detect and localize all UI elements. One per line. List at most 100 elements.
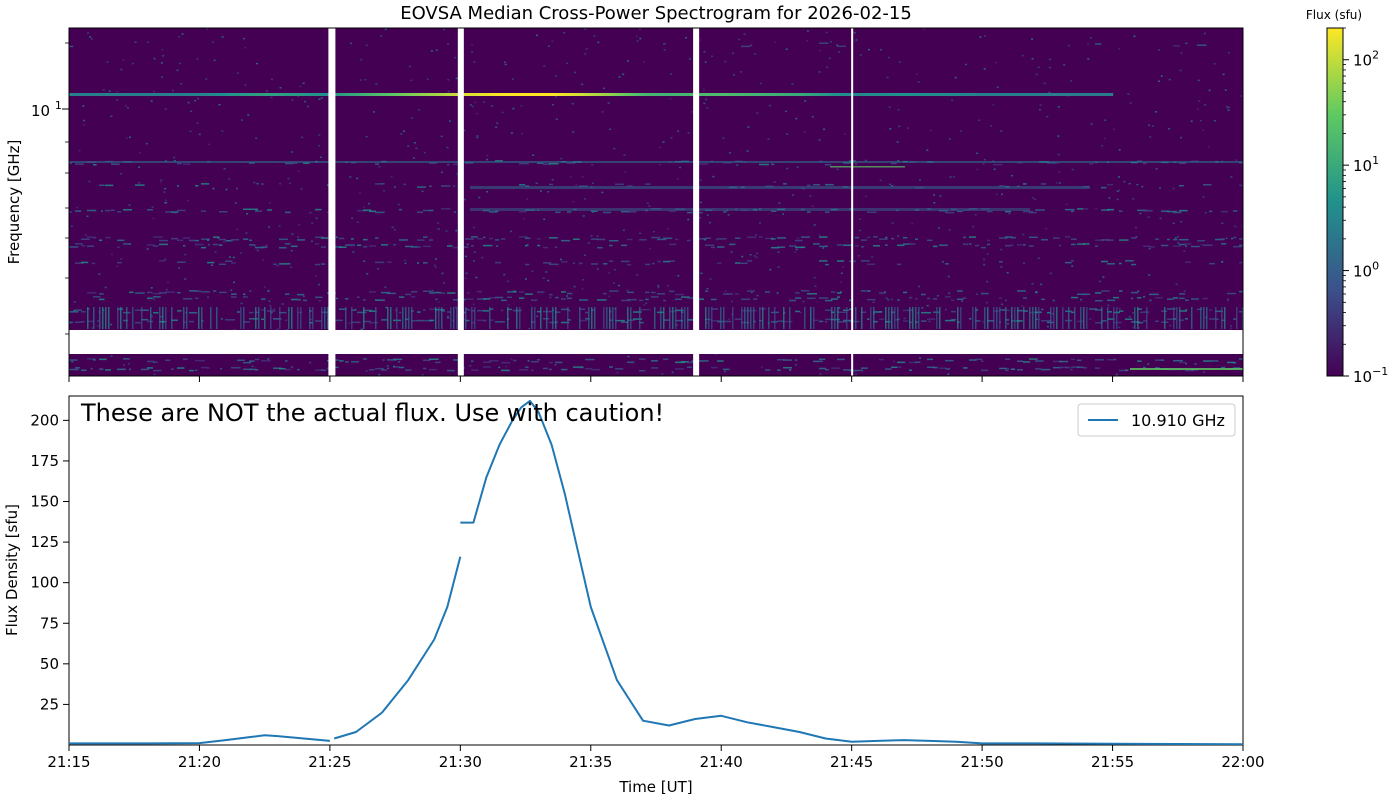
- spectrogram-pixel: [609, 290, 619, 292]
- spectrogram-pixel: [365, 44, 368, 47]
- spectrogram-pixel: [886, 76, 889, 79]
- spectrogram-pixel: [171, 89, 174, 92]
- spectrogram-pixel: [659, 164, 662, 166]
- spectrogram-pixel: [219, 238, 226, 241]
- spectrogram-pixel: [855, 245, 860, 247]
- spectrogram-pixel: [1185, 318, 1189, 320]
- spectrogram-pixel: [819, 373, 822, 375]
- spectrogram-pixel: [888, 307, 890, 329]
- spectrogram-pixel: [99, 307, 101, 329]
- spectrogram-pixel: [759, 163, 769, 166]
- spectrogram-pixel: [1191, 307, 1193, 329]
- spectrogram-pixel: [706, 214, 709, 216]
- x-tick-label: 21:20: [178, 753, 221, 771]
- spectrogram-pixel: [279, 238, 288, 241]
- spectrogram-pixel: [122, 364, 125, 366]
- emission-line-pixel: [1031, 93, 1034, 96]
- spectrogram-pixel: [986, 280, 989, 283]
- spectrogram-pixel: [983, 158, 986, 161]
- spectrogram-pixel: [777, 358, 785, 361]
- spectrogram-pixel: [1101, 144, 1104, 147]
- spectrogram-pixel: [393, 366, 400, 368]
- spectrogram-pixel: [993, 307, 995, 329]
- spectrogram-pixel: [735, 237, 741, 239]
- spectrogram-pixel: [160, 315, 163, 318]
- spectrogram-pixel: [699, 217, 702, 219]
- emission-line-pixel: [611, 93, 614, 96]
- spectrogram-pixel: [1161, 244, 1169, 247]
- emission-line-pixel: [1035, 93, 1038, 96]
- spectrogram-pixel: [585, 318, 590, 320]
- spectrogram-pixel: [1123, 180, 1126, 183]
- spectrogram-pixel: [1113, 296, 1119, 299]
- emission-line-pixel: [633, 93, 636, 96]
- spectrogram-pixel: [1107, 304, 1110, 307]
- emission-line-pixel: [73, 93, 76, 96]
- spectrogram-pixel: [993, 310, 999, 312]
- spectrogram-pixel: [465, 319, 470, 322]
- spectrogram-pixel: [473, 61, 476, 63]
- spectrogram-pixel: [685, 37, 688, 39]
- emission-line-pixel: [303, 93, 306, 96]
- spectrogram-pixel: [1065, 203, 1068, 206]
- spectrogram-pixel: [1179, 307, 1181, 329]
- spectrogram-pixel: [285, 162, 294, 165]
- spectrogram-pixel: [117, 368, 126, 371]
- emission-line-pixel: [109, 93, 112, 96]
- emission-line-pixel: [207, 93, 210, 96]
- spectrogram-pixel: [837, 321, 847, 323]
- colorbar-tick-base: 10: [1353, 368, 1372, 386]
- spectrogram-pixel: [505, 365, 508, 368]
- emission-line-pixel: [911, 93, 914, 96]
- spectrogram-pixel: [375, 183, 383, 185]
- spectrogram-pixel: [1083, 307, 1085, 329]
- spectrogram-pixel: [1071, 168, 1074, 171]
- spectrogram-pixel: [447, 163, 450, 166]
- emission-line-pixel: [771, 93, 774, 96]
- spectrogram-pixel: [403, 183, 406, 186]
- emission-line-pixel: [71, 93, 74, 96]
- spectrogram-pixel: [987, 307, 989, 329]
- emission-line-pixel: [473, 93, 476, 96]
- spectrogram-pixel: [777, 237, 786, 239]
- spectrogram-pixel: [1200, 307, 1202, 329]
- spectrogram-pixel: [753, 298, 758, 300]
- spectrogram-pixel: [415, 147, 418, 150]
- spectrogram-pixel: [549, 361, 553, 364]
- spectrogram-pixel: [911, 222, 914, 225]
- spectrogram-pixel: [597, 246, 603, 249]
- spectrogram-pixel: [1113, 321, 1123, 324]
- spectrogram-pixel: [126, 307, 128, 329]
- emission-line-pixel: [951, 93, 954, 96]
- emission-line-pixel: [1101, 93, 1104, 96]
- spectrogram-pixel: [687, 366, 692, 368]
- spectrogram-pixel: [855, 163, 858, 165]
- emission-line-pixel: [743, 93, 746, 96]
- spectrogram-pixel: [750, 291, 753, 294]
- spectrogram-pixel: [1204, 104, 1207, 106]
- spectrogram-pixel: [572, 262, 575, 264]
- emission-line-pixel: [145, 93, 148, 96]
- spectrogram-pixel: [893, 360, 896, 363]
- spectrogram-pixel: [405, 245, 413, 248]
- spectrogram-pixel: [472, 260, 475, 262]
- spectrogram-pixel: [1127, 93, 1130, 95]
- spectrogram-pixel: [890, 298, 893, 301]
- spectrogram-pixel: [711, 320, 721, 322]
- spectrogram-pixel: [981, 360, 984, 362]
- spectrogram-pixel: [159, 292, 168, 294]
- spectrogram-pixel: [563, 32, 566, 34]
- emission-line-pixel: [813, 93, 816, 96]
- spectrogram-pixel: [249, 239, 253, 242]
- spectrogram-pixel: [837, 45, 846, 48]
- spectrogram-pixel: [602, 87, 605, 90]
- spectrogram-pixel: [663, 299, 666, 302]
- spectrogram-pixel: [662, 141, 665, 143]
- emission-line-pixel: [595, 93, 598, 96]
- spectrogram-pixel: [231, 262, 236, 264]
- spectrogram-pixel: [1207, 145, 1210, 148]
- spectrogram-pixel: [183, 298, 193, 300]
- spectrogram-pixel: [335, 297, 338, 300]
- spectrogram-pixel: [585, 367, 593, 370]
- spectrogram-pixel: [173, 156, 176, 159]
